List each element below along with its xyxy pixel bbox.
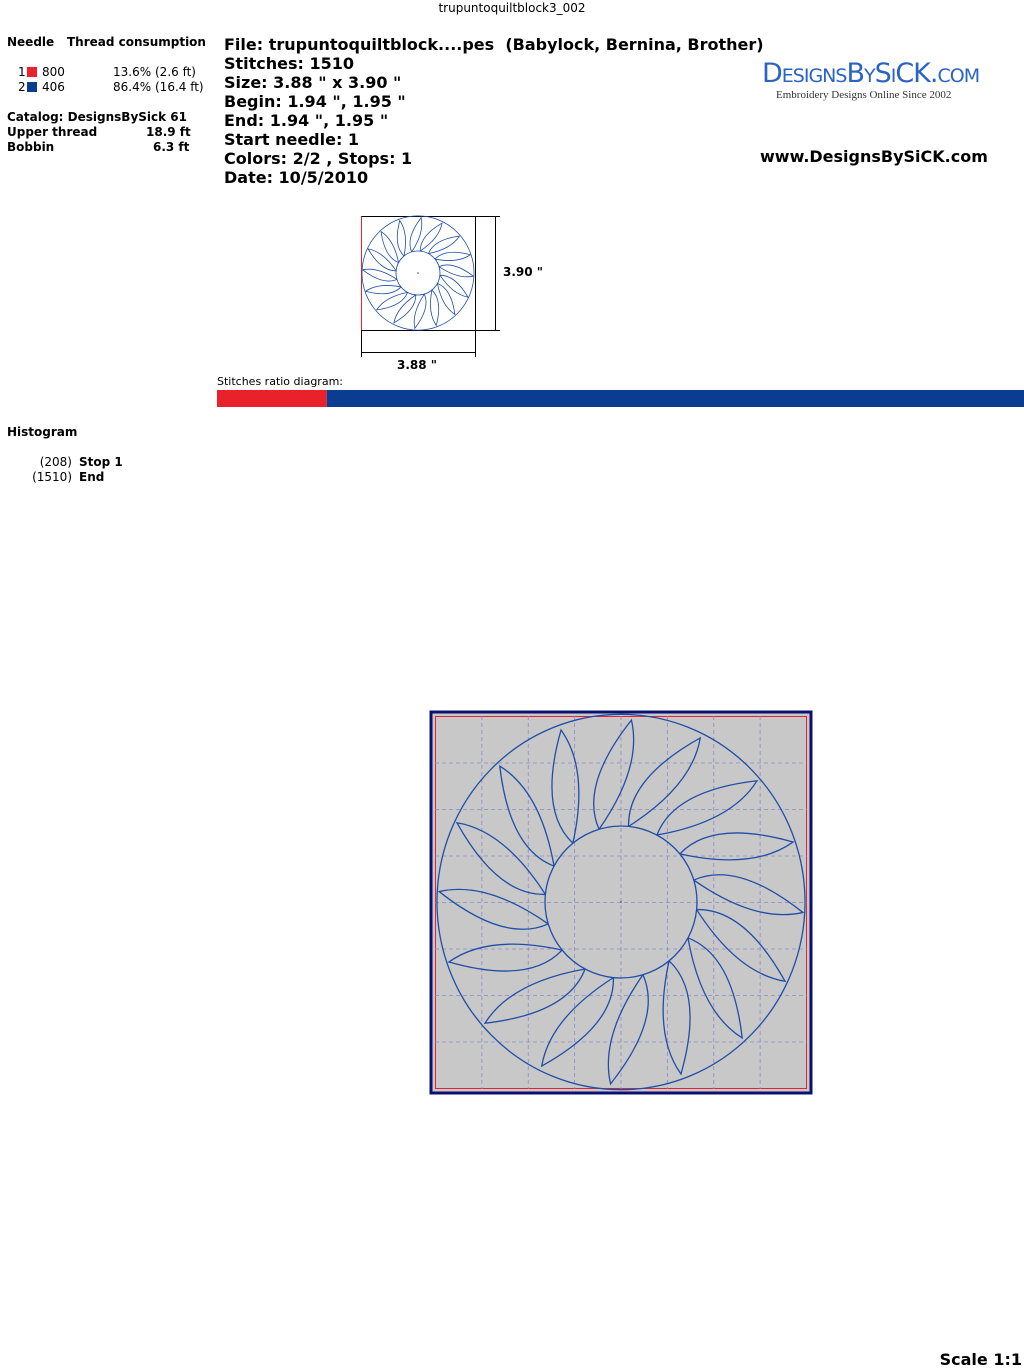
petal	[428, 235, 461, 255]
ratio-segment	[326, 390, 1024, 407]
center-dot	[417, 272, 419, 274]
petal	[498, 764, 555, 867]
ratio-bar	[217, 390, 1024, 407]
histogram-count: (1510)	[32, 470, 72, 484]
ratio-segment	[217, 390, 327, 407]
petal	[361, 268, 398, 282]
petal	[380, 230, 400, 263]
consumption-header: Thread consumption	[67, 35, 206, 49]
logo-tagline: Embroidery Designs Online Since 2002	[776, 89, 952, 101]
needle-header: Needle	[7, 35, 55, 49]
page-title: trupuntoquiltblock3_002	[438, 1, 586, 15]
petal	[455, 821, 546, 896]
thread-swatch	[27, 82, 37, 92]
thread-length: (16.4 ft)	[155, 80, 204, 94]
width-label: 3.88 "	[397, 358, 438, 372]
upper-thread-label: Upper thread	[7, 125, 98, 139]
petal	[439, 274, 469, 298]
petal	[687, 937, 744, 1040]
info-line: Size: 3.88 " x 3.90 "	[224, 73, 402, 92]
scale: Scale 1:1	[939, 1350, 1022, 1369]
petal	[693, 874, 805, 916]
petal	[540, 977, 615, 1068]
petal	[436, 283, 456, 316]
outer-ring	[361, 215, 475, 331]
petal	[438, 264, 475, 278]
upper-thread-value: 18.9 ft	[146, 125, 191, 139]
info-line: Colors: 2/2 , Stops: 1	[224, 149, 413, 168]
needle-number: 2	[18, 80, 26, 94]
big-flower	[436, 713, 806, 1091]
petal	[679, 832, 795, 861]
info-line: Stitches: 1510	[224, 54, 355, 73]
petal	[375, 291, 408, 311]
petal	[413, 293, 427, 330]
preview	[361, 215, 500, 357]
inner-ring	[544, 825, 698, 979]
height-label: 3.90 "	[503, 265, 544, 279]
small-flower	[361, 215, 475, 331]
thread-length: (2.6 ft)	[155, 65, 196, 79]
outer-ring	[436, 713, 806, 1091]
center-dot	[620, 901, 622, 903]
info-line: Start needle: 1	[224, 130, 360, 149]
bobbin-value: 6.3 ft	[153, 140, 190, 154]
petal	[607, 974, 649, 1086]
petal	[662, 960, 691, 1076]
petal	[483, 968, 586, 1025]
main-design	[429, 710, 813, 1095]
petal	[393, 294, 417, 324]
logo-name: DesignsBySiCK.com	[762, 58, 980, 89]
petal	[396, 219, 406, 257]
petal	[367, 248, 397, 272]
thread-share: 13.6%	[113, 65, 152, 79]
info-line: Begin: 1.94 ", 1.95 "	[224, 92, 406, 111]
thread-swatch	[27, 67, 37, 77]
inner-ring	[395, 250, 441, 296]
petal	[656, 779, 759, 836]
ratio-label: Stitches ratio diagram:	[217, 375, 343, 388]
petal	[434, 251, 472, 261]
petal	[430, 289, 440, 327]
petal	[437, 888, 549, 930]
histogram-title: Histogram	[7, 425, 78, 439]
petal	[447, 943, 563, 972]
thread-code: 406	[42, 80, 65, 94]
needle-number: 1	[18, 65, 26, 79]
bobbin-label: Bobbin	[7, 140, 55, 154]
website: www.DesignsBySiCK.com	[760, 147, 988, 166]
catalog: Catalog: DesignsBySick 61	[7, 110, 187, 124]
info-line: End: 1.94 ", 1.95 "	[224, 111, 389, 130]
thread-share: 86.4%	[113, 80, 152, 94]
thread-code: 800	[42, 65, 65, 79]
petal	[409, 216, 423, 253]
histogram-label: Stop 1	[79, 455, 123, 469]
petal	[696, 908, 787, 983]
histogram-count: (208)	[39, 455, 72, 469]
info-line: File: trupuntoquiltblock....pes (Babyloc…	[224, 35, 764, 54]
petal	[551, 728, 580, 844]
petal	[627, 736, 702, 827]
petal	[364, 285, 402, 295]
petal	[593, 718, 635, 830]
histogram-label: End	[79, 470, 105, 484]
petal	[419, 222, 443, 252]
info-line: Date: 10/5/2010	[224, 168, 369, 187]
